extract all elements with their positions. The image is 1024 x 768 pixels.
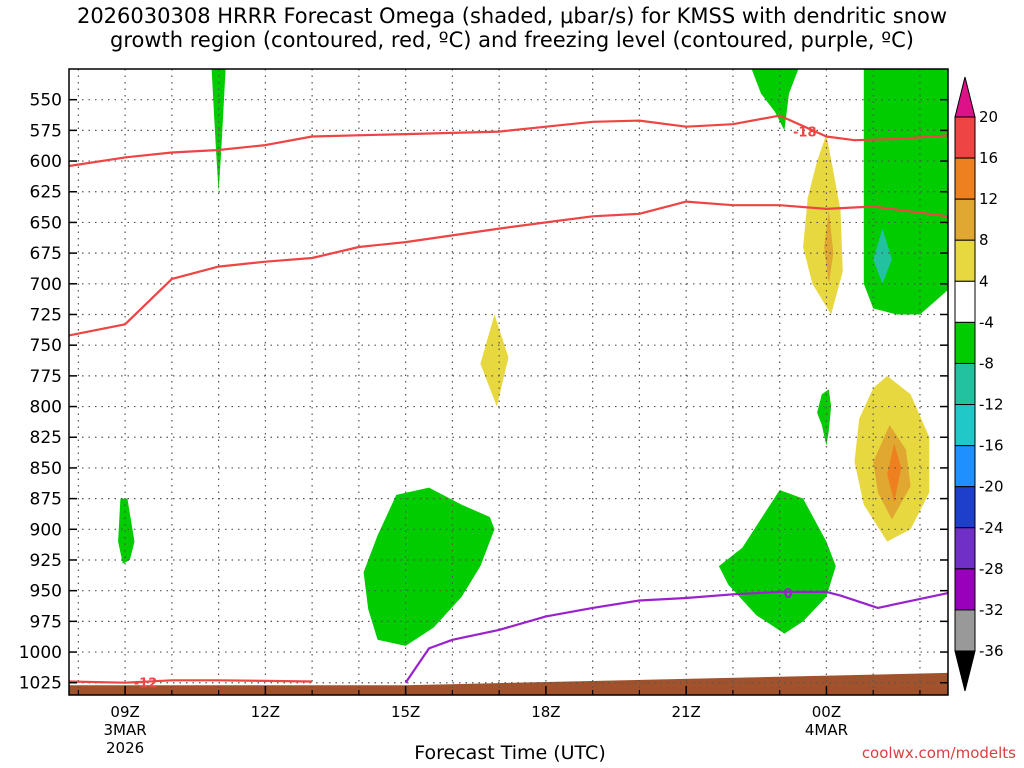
colorbar-tick-label: -36 <box>979 642 1004 660</box>
contour-label--18: -18 <box>793 126 817 141</box>
x-tick-label: 12Z <box>251 703 280 721</box>
site-credit: coolwx.com/modelts <box>861 744 1016 762</box>
contour-line--18 <box>68 114 949 168</box>
y-tick-label: 575 <box>30 121 62 141</box>
omega-region-green-2300z <box>718 490 836 634</box>
y-tick-label: 1025 <box>19 674 62 694</box>
omega-region-green-top-2230z <box>751 69 799 131</box>
colorbar-band <box>954 609 976 652</box>
y-tick-label: 800 <box>30 398 62 418</box>
omega-region-yellow-00z <box>803 134 843 315</box>
y-tick-label: 725 <box>30 305 62 325</box>
colorbar-tick-label: -20 <box>979 478 1004 496</box>
y-tick-label: 600 <box>30 152 62 172</box>
chart-title-line-2: growth region (contoured, red, ºC) and f… <box>110 28 914 52</box>
y-tick-label: 825 <box>30 428 62 448</box>
omega-region-green-small-00z <box>817 389 832 446</box>
omega-region-darkorange-01z <box>887 443 902 503</box>
contour-layer: -18 -12 0 <box>68 114 949 692</box>
x-tick-label: 21Z <box>671 703 700 721</box>
terrain-fill <box>69 672 948 695</box>
y-tick-label: 550 <box>30 91 62 111</box>
colorbar-tick-label: 12 <box>979 190 998 208</box>
contour-label-0: 0 <box>784 587 793 602</box>
omega-region-green-small-09z <box>118 498 135 564</box>
chart-title: 2026030308 HRRR Forecast Omega (shaded, … <box>0 4 1024 52</box>
y-tick-label: 925 <box>30 551 62 571</box>
omega-region-yellow-17z <box>480 314 509 407</box>
x-tick-sublabel: 2026 <box>106 739 144 757</box>
terrain-layer <box>69 672 948 695</box>
y-tick-label: 650 <box>30 213 62 233</box>
x-tick-label: 15Z <box>391 703 420 721</box>
colorbar-band <box>954 527 976 570</box>
plot-frame <box>68 68 949 696</box>
colorbar-band <box>954 568 976 611</box>
x-axis-label: Forecast Time (UTC) <box>414 742 606 764</box>
colorbar-top-arrow <box>954 76 976 118</box>
colorbar-tick-label: 4 <box>979 272 989 290</box>
contour-label--12: -12 <box>134 677 158 692</box>
colorbar-tick-label: -28 <box>979 560 1004 578</box>
omega-region-orange-00z <box>824 210 834 284</box>
y-axis: 550 575 600 625 650 675 700 725 750 775 800 825 850 8… <box>19 91 948 694</box>
y-tick-label: 625 <box>30 183 62 203</box>
y-tick-label: 700 <box>30 275 62 295</box>
x-tick-sublabel: 3MAR <box>104 721 147 739</box>
colorbar-bottom-arrow <box>954 650 976 692</box>
y-tick-label: 950 <box>30 582 62 602</box>
colorbar-band <box>954 198 976 241</box>
y-tick-label: 1000 <box>19 643 62 663</box>
colorbar-band <box>954 486 976 529</box>
colorbar-tick-label: 16 <box>979 149 998 167</box>
colorbar-tick-label: -16 <box>979 437 1004 455</box>
colorbar-tick-label: -24 <box>979 519 1004 537</box>
x-tick-label: 09Z <box>110 703 139 721</box>
colorbar-tick-label: 20 <box>979 108 998 126</box>
y-tick-label: 975 <box>30 612 62 632</box>
colorbar: 20 16 12 8 4 -4 -8 -12 -16 -20 -24 -28 -32 -36 <box>954 76 1004 692</box>
y-tick-label: 675 <box>30 244 62 264</box>
colorbar-band <box>954 404 976 447</box>
colorbar-band <box>954 362 976 406</box>
x-tick-sublabel: 4MAR <box>805 721 848 739</box>
colorbar-tick-label: -12 <box>979 396 1004 414</box>
colorbar-band <box>954 280 976 323</box>
y-tick-label: 850 <box>30 459 62 479</box>
colorbar-band <box>954 239 976 282</box>
omega-region-green-15z <box>363 487 495 646</box>
omega-region-teal-01z <box>873 228 892 284</box>
y-tick-label: 775 <box>30 367 62 387</box>
colorbar-band <box>954 116 976 159</box>
x-tick-label: 18Z <box>531 703 560 721</box>
y-tick-label: 750 <box>30 336 62 356</box>
contour-line-0 <box>404 590 949 684</box>
colorbar-tick-label: -8 <box>979 354 994 372</box>
colorbar-band <box>954 157 976 200</box>
contour-line--12 <box>68 679 313 684</box>
colorbar-tick-label: -4 <box>979 313 994 331</box>
grid-layer <box>69 69 948 695</box>
colorbar-tick-label: -32 <box>979 601 1004 619</box>
omega-shading-layer <box>118 69 948 646</box>
colorbar-band <box>954 445 976 488</box>
contour-line--12 <box>68 200 949 337</box>
x-tick-label: 00Z <box>812 703 841 721</box>
colorbar-band <box>954 321 976 364</box>
chart-title-line-1: 2026030308 HRRR Forecast Omega (shaded, … <box>76 4 948 28</box>
y-tick-label: 900 <box>30 520 62 540</box>
colorbar-tick-label: 8 <box>979 231 989 249</box>
y-tick-label: 875 <box>30 490 62 510</box>
